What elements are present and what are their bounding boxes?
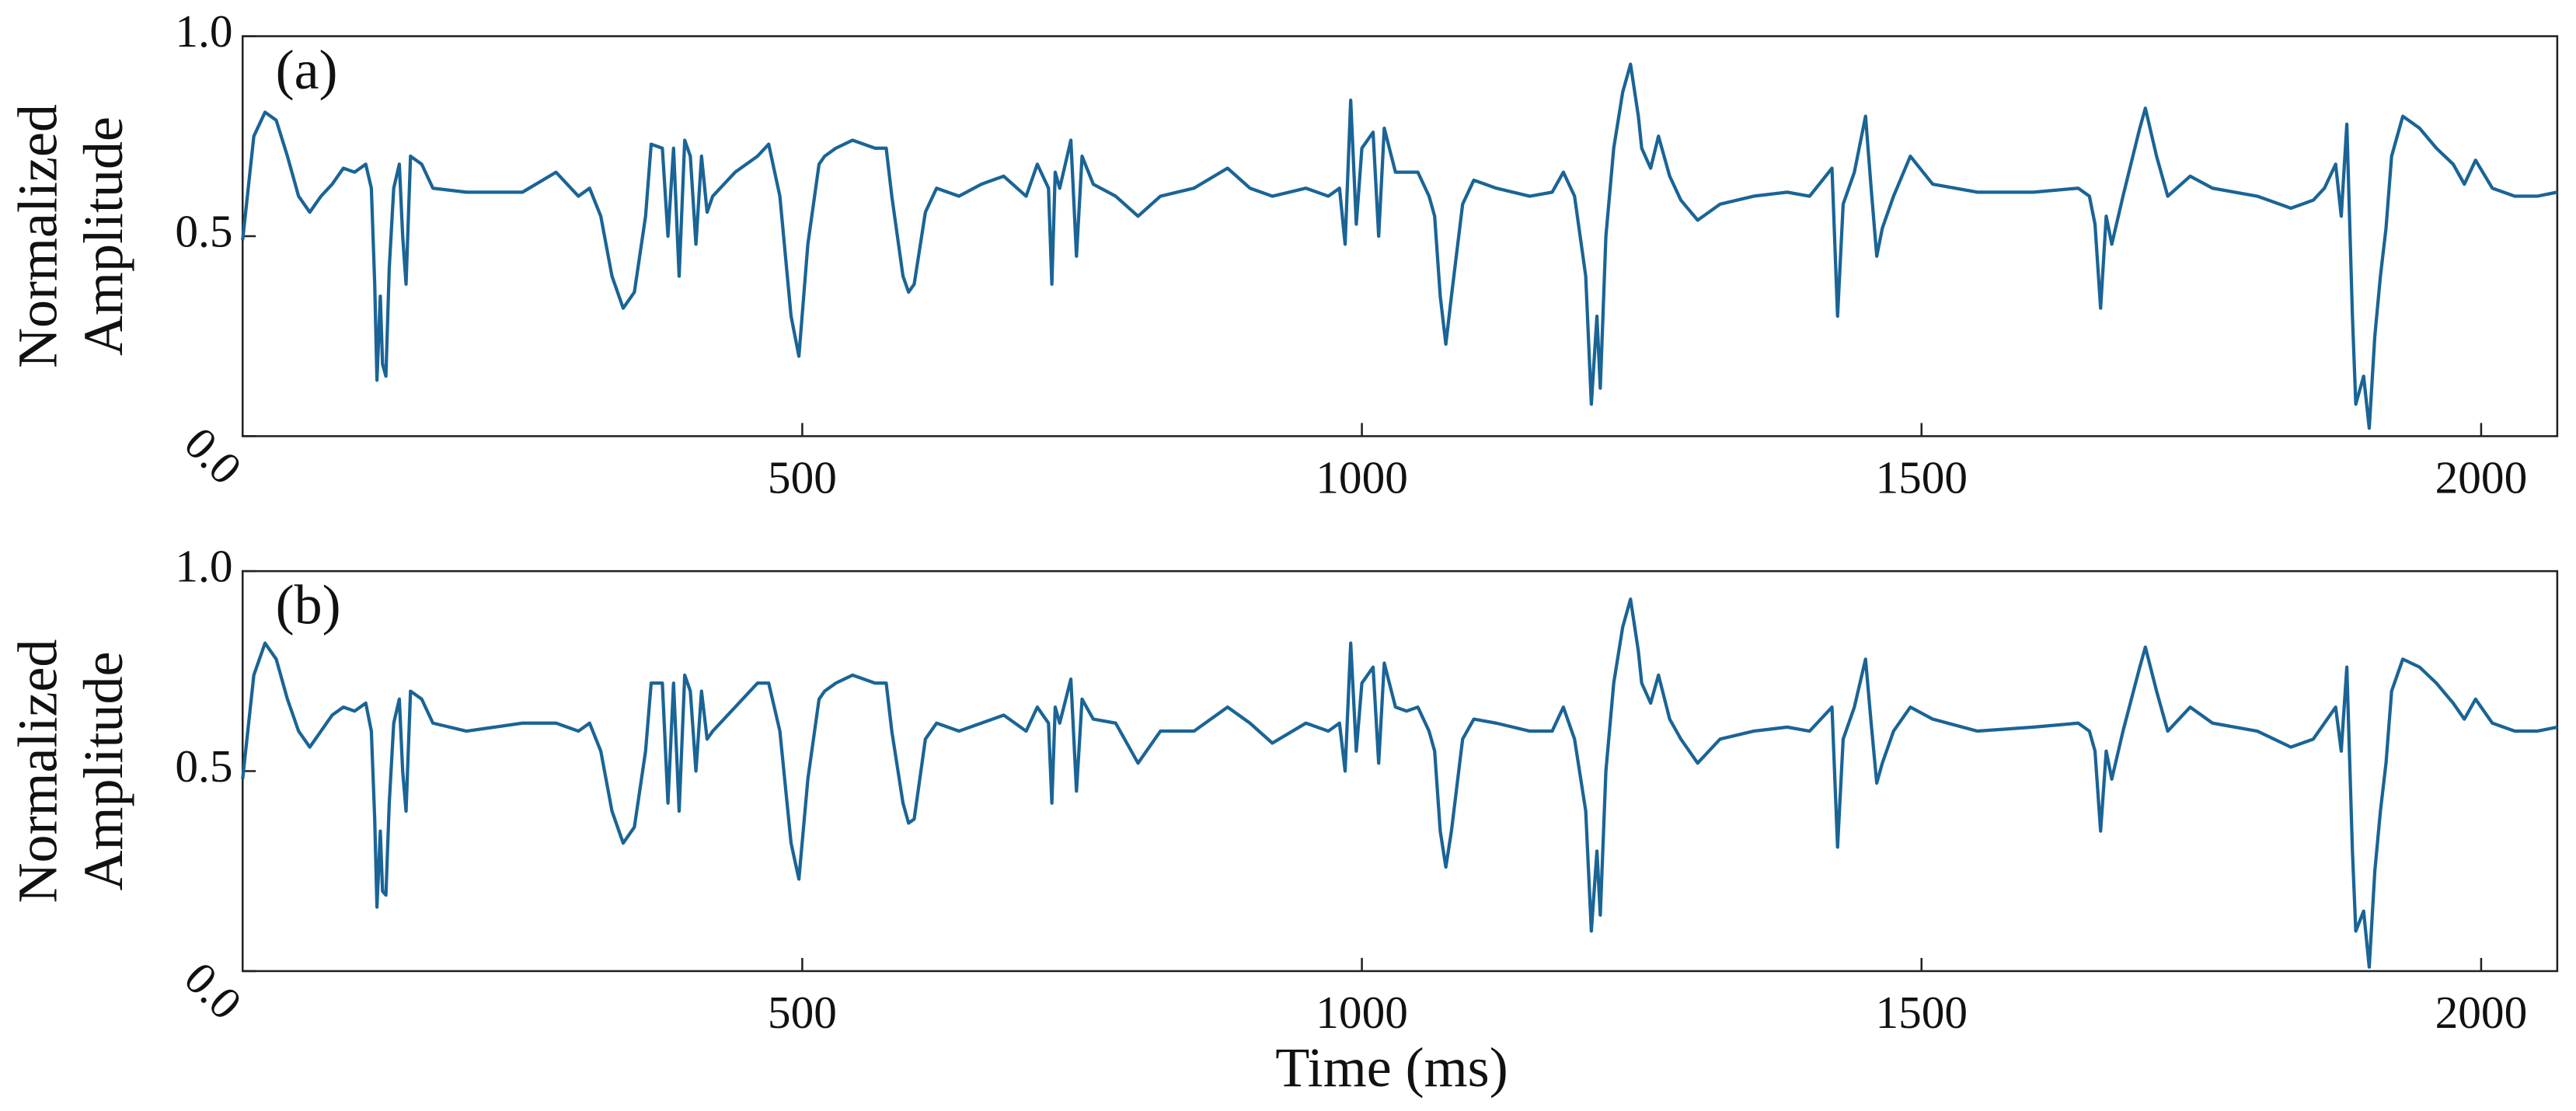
x-tick-label: 500: [768, 987, 837, 1038]
y-axis-label: Amplitude: [72, 652, 134, 891]
y-tick-label: 0.5: [175, 740, 232, 792]
plot-frame: [241, 569, 2559, 973]
y-axis-label: Normalized: [6, 104, 68, 368]
panel-label: (a): [276, 39, 338, 101]
y-axis-label: Amplitude: [72, 117, 134, 356]
x-tick-label: 1500: [1875, 451, 1968, 503]
x-tick-label: 2000: [2435, 987, 2528, 1038]
signal-line: [241, 597, 2558, 969]
y-axis-label: Normalized: [6, 639, 68, 904]
y-tick-label: 1.0: [175, 541, 232, 592]
x-tick-label: 2000: [2435, 451, 2528, 503]
x-tick-label: 500: [768, 451, 837, 503]
y-tick-label: 0.0: [175, 953, 252, 1029]
y-tick-label: 0.5: [175, 206, 232, 257]
x-tick-label: 1500: [1875, 987, 1968, 1038]
panel-label: (b): [276, 574, 341, 636]
signal-line: [241, 62, 2558, 430]
x-tick-label: 1000: [1316, 987, 1408, 1038]
x-tick-label: 1000: [1316, 451, 1408, 503]
x-axis-label: Time (ms): [1275, 1036, 1508, 1099]
plot-frame: [241, 35, 2559, 437]
y-tick-label: 0.0: [175, 417, 252, 494]
y-tick-label: 1.0: [175, 5, 232, 57]
